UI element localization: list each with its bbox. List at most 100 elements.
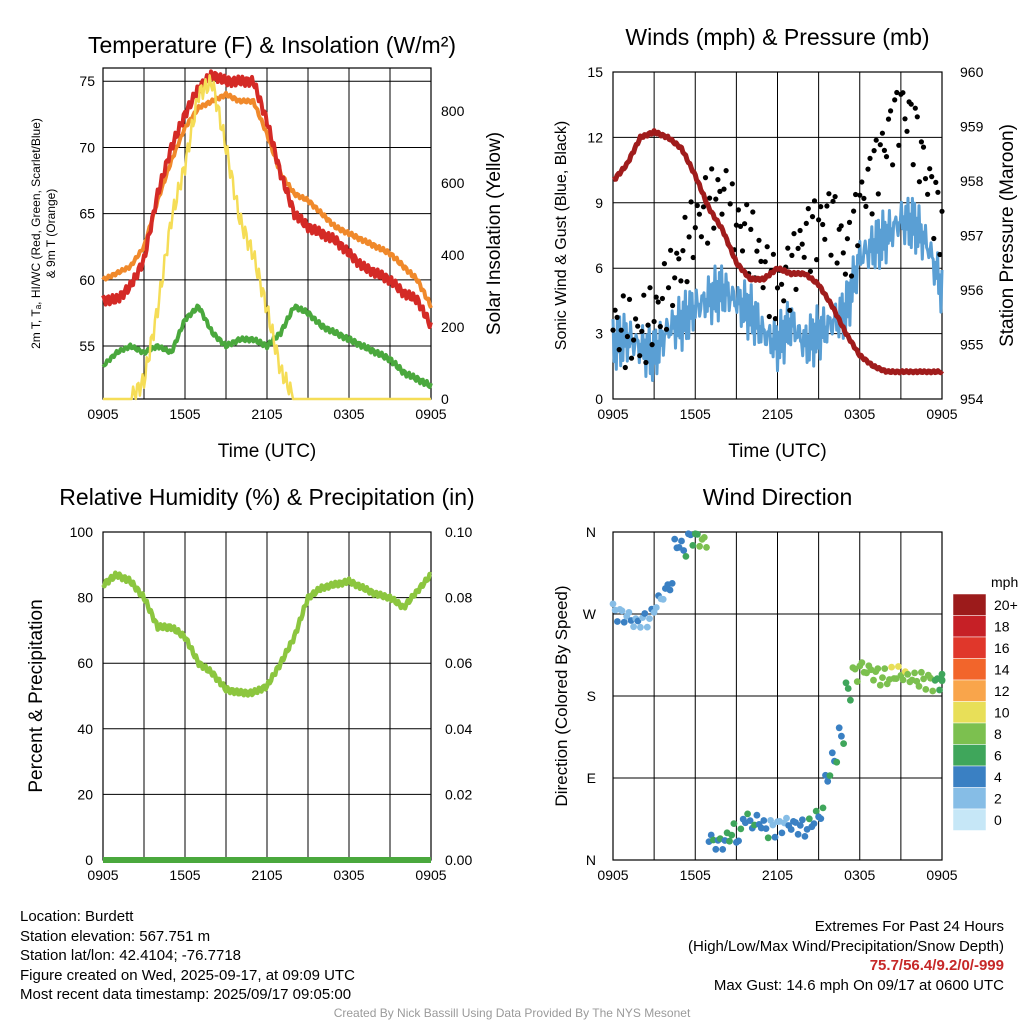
y-tick-label: N — [586, 524, 596, 540]
series-line — [101, 303, 433, 389]
y-tick-label: 60 — [77, 655, 93, 671]
y-axis-label-right: Solar Insolation (Yellow) — [484, 132, 505, 335]
humidity-plot: 0 20 40 60 80 100 0.00 0.02 0.04 0.06 0.08 0.10 0905… — [70, 524, 473, 883]
direction-point — [625, 609, 633, 616]
direction-point — [812, 807, 820, 815]
x-tick-label: 0305 — [844, 867, 875, 883]
gust-point — [805, 206, 811, 212]
direction-point — [847, 696, 854, 704]
gust-point — [851, 208, 857, 214]
direction-point — [719, 846, 727, 853]
direction-point — [799, 816, 806, 824]
gust-point — [816, 217, 822, 223]
gust-point — [754, 248, 760, 254]
x-tick-label: 0905 — [926, 406, 957, 422]
y2-tick-label: 600 — [441, 175, 465, 191]
speed-legend: mph 20+ 18 16 14 12 10 8 6 4 2 0 — [952, 574, 1018, 831]
gust-point — [702, 175, 709, 181]
x-tick-label: 1505 — [680, 867, 711, 883]
y-tick-label: 75 — [79, 73, 95, 89]
y2-tick-label: 0.04 — [445, 721, 472, 737]
gust-point — [748, 226, 754, 232]
gust-point — [795, 245, 801, 251]
gust-point — [774, 285, 781, 291]
gust-point — [922, 176, 929, 182]
humidity-line — [101, 570, 432, 698]
y-axis-label-left: Percent & Precipitation — [26, 599, 47, 792]
y-tick-label: 100 — [70, 524, 94, 540]
x-tick-label: 2105 — [251, 867, 282, 883]
gust-point — [809, 214, 816, 220]
gust-point — [925, 191, 931, 197]
direction-point — [726, 837, 733, 845]
y2-tick-label: 956 — [960, 282, 984, 298]
direction-point — [659, 595, 667, 603]
x-tick-label: 2105 — [251, 406, 282, 422]
y-tick-label: 80 — [77, 590, 93, 606]
gust-point — [844, 236, 851, 242]
gust-point — [818, 204, 824, 210]
direction-point — [703, 544, 710, 551]
direction-point — [620, 618, 628, 626]
direction-point — [730, 820, 738, 827]
legend-swatch — [952, 808, 987, 831]
gust-point — [678, 278, 684, 284]
gust-point — [799, 241, 805, 247]
gust-point — [937, 251, 943, 258]
direction-point — [712, 845, 720, 853]
legend-label: 8 — [994, 726, 1002, 742]
gust-point — [729, 181, 735, 187]
y-tick-label: 60 — [79, 272, 95, 288]
gust-point — [682, 214, 688, 220]
x-tick-label: 0305 — [333, 867, 364, 883]
direction-point — [680, 547, 688, 554]
direction-point — [753, 811, 761, 819]
gust-point — [668, 247, 674, 253]
legend-label: 12 — [994, 683, 1010, 699]
gust-point — [707, 195, 713, 201]
gust-point — [873, 137, 879, 143]
direction-point — [671, 535, 679, 543]
direction-point — [618, 607, 626, 615]
direction-point — [728, 831, 736, 839]
gust-point — [709, 166, 715, 172]
figure-created: Figure created on Wed, 2025-09-17, at 09… — [20, 966, 355, 984]
panel-title-humidity: Relative Humidity (%) & Precipitation (i… — [59, 484, 474, 510]
y2-tick-label: 200 — [441, 319, 465, 335]
gust-point — [647, 285, 653, 291]
station-location: Location: Burdett — [20, 908, 134, 925]
gust-point — [760, 285, 766, 291]
gust-point — [801, 254, 807, 260]
gust-point — [717, 188, 723, 194]
direction-point — [762, 825, 770, 832]
legend-swatch — [952, 765, 987, 788]
legend-title: mph — [991, 574, 1018, 590]
gust-point — [927, 166, 933, 172]
direction-point — [819, 804, 827, 812]
direction-point — [694, 530, 701, 538]
y2-tick-label: 959 — [960, 119, 984, 135]
gust-point — [900, 90, 906, 96]
direction-point — [678, 537, 685, 545]
plot-frame — [612, 71, 943, 400]
gust-point — [657, 323, 663, 330]
gust-point — [715, 177, 721, 183]
y2-tick-label: 0.08 — [445, 590, 472, 606]
gust-point — [867, 155, 873, 161]
y-tick-label: 6 — [595, 260, 603, 276]
max-gust: Max Gust: 14.6 mph On 09/17 at 0600 UTC — [713, 976, 1004, 994]
gust-point — [840, 250, 846, 256]
direction-point — [666, 586, 674, 594]
gust-point — [618, 327, 624, 333]
gust-point — [797, 227, 803, 234]
legend-swatch — [952, 722, 987, 745]
direction-point — [881, 665, 889, 672]
gust-point — [628, 355, 635, 361]
series-line — [103, 74, 431, 401]
y2-tick-label: 954 — [960, 391, 984, 407]
y2-tick-label: 0.10 — [445, 524, 472, 540]
y2-tick-label: 960 — [960, 64, 984, 80]
y2-tick-label: 0.00 — [445, 852, 472, 868]
extremes-info: Extremes For Past 24 Hours (High/Low/Max… — [688, 917, 1004, 995]
gust-point — [764, 244, 770, 250]
